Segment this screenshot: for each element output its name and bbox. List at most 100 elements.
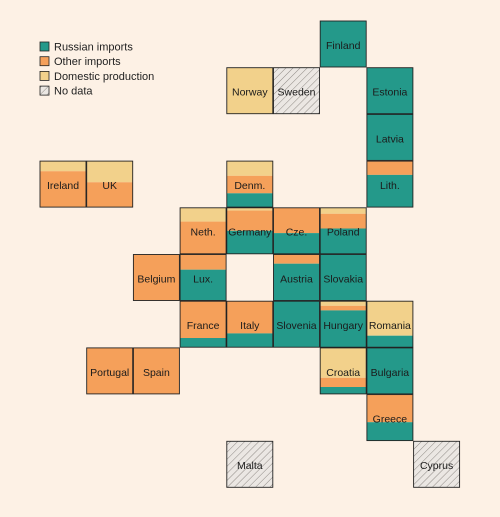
country-label: Denm. [234,180,265,192]
tile-border [319,207,367,255]
segment-domestic [320,207,367,214]
segment-russian [226,193,273,208]
segment-russian [366,335,413,348]
tile-lith: Lith. [366,160,414,208]
segment-other [226,210,273,231]
segment-russian [366,347,413,394]
country-label: Norway [232,87,268,99]
country-label: Hungary [323,320,363,332]
segment-russian [320,254,367,301]
segment-russian [180,338,227,348]
segment-other [366,394,413,423]
tile-border [179,207,227,255]
country-label: Belgium [137,273,175,285]
country-label: Estonia [372,87,407,99]
country-label: Spain [143,367,170,379]
tile-estonia: Estonia [366,67,414,115]
segment-other [180,221,227,254]
country-label: Greece [373,414,408,426]
tile-border [366,113,414,161]
segment-domestic [320,301,367,306]
tile-germany: Germany [226,207,274,255]
segment-other [320,213,367,229]
country-label: Lux. [193,273,213,285]
country-label: Austria [280,273,313,285]
tile-neth: Neth. [179,207,227,255]
tile-nodata-fill [226,441,273,488]
tile-border [319,300,367,348]
tile-border [366,300,414,348]
tile-border [86,347,134,395]
country-label: Sweden [278,87,316,99]
tile-slovenia: Slovenia [273,300,320,348]
tile-lux: Lux. [179,254,227,301]
tile-finland: Finland [319,20,367,68]
country-label: Portugal [90,367,129,379]
segment-other [86,347,133,394]
tile-border [319,20,367,68]
segment-other [273,207,320,234]
country-label: Finland [326,40,361,52]
tile-border [179,254,227,301]
legend-swatch-domestic [39,71,50,81]
segment-russian [366,174,413,208]
segment-russian [180,269,227,301]
country-label: Germany [228,227,272,239]
tile-belgium: Belgium [132,254,180,301]
tile-border [319,254,367,301]
legend-swatch-other [39,56,50,67]
tile-france: France [179,300,227,348]
tile-italy: Italy [226,300,274,348]
tile-border [366,394,414,442]
segment-other [273,254,320,264]
segment-other [226,301,273,334]
country-label: Italy [240,320,260,332]
country-label: Malta [237,460,263,472]
tile-sweden: Sweden [273,67,320,115]
country-label: Ireland [47,180,79,192]
tile-nodata-fill [273,67,320,114]
country-label: Romania [369,320,411,332]
segment-domestic [226,207,273,211]
segment-domestic [366,301,413,336]
country-label: Latvia [376,133,404,145]
tile-spain: Spain [132,347,180,395]
segment-other [320,377,367,387]
segment-other [133,254,180,301]
segment-other [86,182,133,208]
segment-other [180,254,227,270]
tile-border [366,347,414,395]
country-label: Cyprus [420,460,453,472]
segment-russian [366,422,413,441]
tile-poland: Poland [319,207,367,255]
tile-border [366,67,414,115]
segment-russian [366,67,413,114]
legend-label-other: Other imports [54,56,121,68]
tile-border [226,440,274,488]
segment-russian [226,230,273,254]
tile-nodata-fill [413,441,460,488]
tile-romania: Romania [366,300,414,348]
tiles: Finland Norway Sweden Estonia Latvia Ireland U… [39,20,461,488]
tile-ireland: Ireland [39,160,87,208]
country-label: Cze. [286,227,308,239]
segment-russian [366,114,413,161]
tile-border [273,300,320,348]
tile-border [86,160,134,208]
tile-border [319,347,367,395]
tile-border [273,67,320,115]
country-label: France [187,320,220,332]
segment-domestic [180,207,227,222]
tile-austria: Austria [273,254,320,301]
segment-other [320,305,367,311]
tile-malta: Malta [226,440,274,488]
country-label: Croatia [326,367,360,379]
tile-border [39,160,87,208]
tile-border [366,160,414,208]
tile-cze: Cze. [273,207,320,255]
tile-border [226,207,274,255]
country-label: Poland [327,227,360,239]
segment-other [366,161,413,175]
country-label: Slovenia [276,320,316,332]
